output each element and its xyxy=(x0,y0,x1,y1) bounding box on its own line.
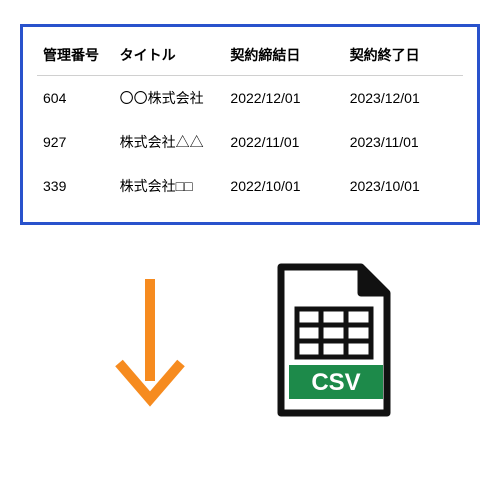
cell-start-date: 2022/10/01 xyxy=(224,164,343,208)
contract-table-container: 管理番号 タイトル 契約締結日 契約終了日 604 〇〇株式会社 2022/12… xyxy=(20,24,480,225)
cell-title: 〇〇株式会社 xyxy=(114,76,225,121)
arrow-down-icon xyxy=(105,271,195,411)
cell-id: 339 xyxy=(37,164,114,208)
export-flow: CSV xyxy=(105,261,395,421)
col-header-start-date: 契約締結日 xyxy=(224,37,343,76)
contract-table: 管理番号 タイトル 契約締結日 契約終了日 604 〇〇株式会社 2022/12… xyxy=(37,37,463,208)
col-header-id: 管理番号 xyxy=(37,37,114,76)
cell-end-date: 2023/10/01 xyxy=(344,164,463,208)
col-header-end-date: 契約終了日 xyxy=(344,37,463,76)
cell-start-date: 2022/11/01 xyxy=(224,120,343,164)
col-header-title: タイトル xyxy=(114,37,225,76)
cell-end-date: 2023/12/01 xyxy=(344,76,463,121)
cell-title: 株式会社□□ xyxy=(114,164,225,208)
csv-file-icon: CSV xyxy=(265,261,395,421)
cell-end-date: 2023/11/01 xyxy=(344,120,463,164)
cell-id: 927 xyxy=(37,120,114,164)
cell-start-date: 2022/12/01 xyxy=(224,76,343,121)
cell-title: 株式会社△△ xyxy=(114,120,225,164)
table-row: 604 〇〇株式会社 2022/12/01 2023/12/01 xyxy=(37,76,463,121)
cell-id: 604 xyxy=(37,76,114,121)
table-header-row: 管理番号 タイトル 契約締結日 契約終了日 xyxy=(37,37,463,76)
csv-label-text: CSV xyxy=(311,369,360,396)
table-row: 927 株式会社△△ 2022/11/01 2023/11/01 xyxy=(37,120,463,164)
table-row: 339 株式会社□□ 2022/10/01 2023/10/01 xyxy=(37,164,463,208)
